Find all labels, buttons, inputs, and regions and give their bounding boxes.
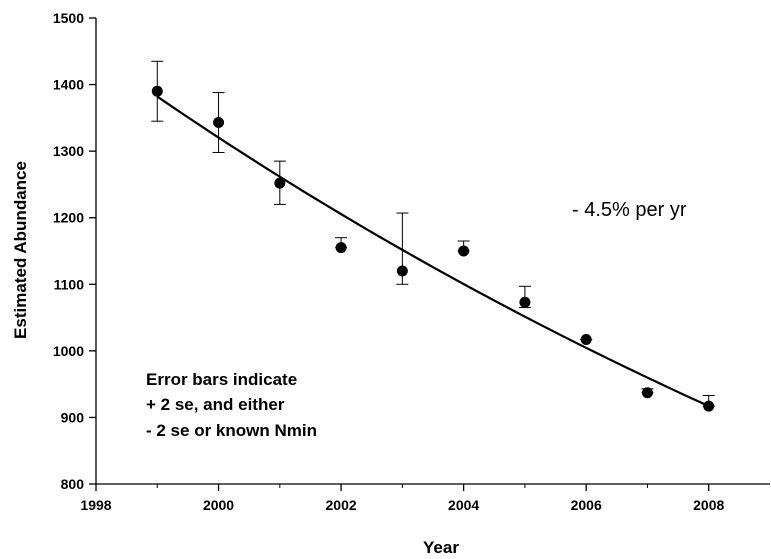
rate-annotation: - 4.5% per yr bbox=[572, 199, 687, 221]
data-point bbox=[335, 242, 347, 254]
data-point bbox=[703, 400, 715, 412]
y-tick-label: 1300 bbox=[53, 143, 84, 159]
x-tick-label: 2004 bbox=[448, 497, 479, 513]
x-axis-title: Year bbox=[423, 538, 459, 557]
y-tick-label: 1400 bbox=[53, 77, 84, 93]
y-tick-label: 900 bbox=[61, 409, 85, 425]
y-tick-label: 1200 bbox=[53, 210, 84, 226]
data-point bbox=[580, 334, 592, 346]
note-line-1: Error bars indicate bbox=[146, 370, 297, 389]
data-point bbox=[519, 296, 531, 308]
y-tick-label: 1500 bbox=[53, 10, 84, 26]
y-axis-title: Estimated Abundance bbox=[11, 161, 30, 339]
error-bars bbox=[151, 60, 715, 407]
note-line-3: - 2 se or known Nmin bbox=[146, 421, 317, 440]
data-points bbox=[151, 85, 715, 412]
note-line-2: + 2 se, and either bbox=[146, 395, 285, 414]
data-point bbox=[151, 85, 163, 97]
y-tick-label: 800 bbox=[61, 476, 85, 492]
data-point bbox=[274, 177, 286, 189]
y-tick-label: 1000 bbox=[53, 343, 84, 359]
y-tick-label: 1100 bbox=[54, 276, 85, 292]
x-tick-label: 2006 bbox=[571, 497, 602, 513]
x-tick-label: 2008 bbox=[693, 497, 724, 513]
trend-line bbox=[156, 95, 710, 408]
x-tick-label: 2002 bbox=[326, 497, 357, 513]
x-ticks: 1998 2000 2002 2004 2006 2008 bbox=[80, 484, 725, 513]
data-point bbox=[641, 387, 653, 399]
data-point bbox=[396, 265, 408, 277]
axes: 800 900 1000 1100 1200 1300 1400 1500 1998 2000 2… bbox=[53, 10, 770, 513]
plot-area bbox=[151, 60, 715, 412]
x-tick-label: 2000 bbox=[203, 497, 234, 513]
x-tick-label: 1998 bbox=[80, 497, 111, 513]
y-ticks: 800 900 1000 1100 1200 1300 1400 1500 bbox=[53, 10, 96, 492]
error-bar-note: Error bars indicate + 2 se, and either -… bbox=[146, 370, 317, 440]
trend-layer bbox=[156, 95, 710, 408]
data-point bbox=[458, 245, 470, 257]
data-point bbox=[213, 117, 225, 129]
